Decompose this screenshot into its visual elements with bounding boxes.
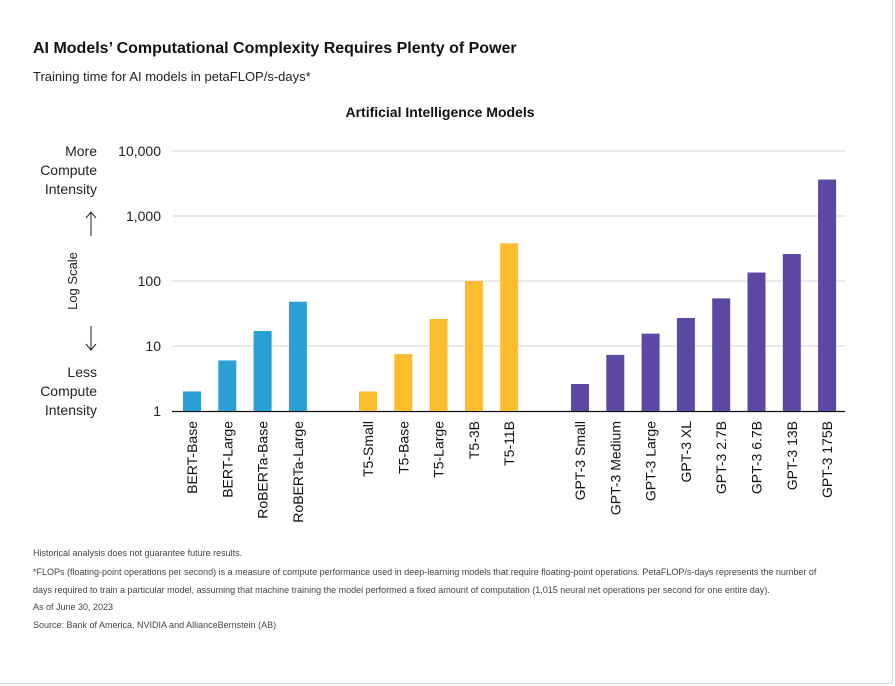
- bar: [464, 281, 483, 411]
- footnote-source: Source: Bank of America, NVIDIA and Alli…: [33, 620, 277, 630]
- bar: [747, 272, 766, 411]
- bar: [288, 301, 307, 411]
- x-tick-label: T5-11B: [501, 421, 517, 466]
- footnote-flops-line2: days required to train a particular mode…: [33, 585, 770, 595]
- x-tick-label: GPT-3 Small: [572, 421, 588, 500]
- y-annotation-less: Intensity: [45, 402, 97, 418]
- x-tick-label: GPT-3 XL: [678, 421, 694, 483]
- bar: [218, 360, 237, 411]
- x-tick-label: RoBERTa-Base: [255, 421, 271, 519]
- bar: [641, 333, 660, 411]
- x-tick-label: T5-Base: [395, 421, 411, 474]
- bar: [782, 254, 801, 411]
- y-tick-label: 1,000: [126, 208, 161, 224]
- bar: [818, 179, 837, 411]
- bar-chart: 1 10 100 1,000 10,000 More Compute Intensity Les…: [40, 143, 845, 523]
- figure-subtitle: Training time for AI models in petaFLOP/…: [33, 69, 311, 84]
- figure-title: AI Models’ Computational Complexity Requ…: [33, 40, 517, 57]
- x-tick-label: GPT-3 175B: [819, 421, 835, 498]
- y-tick-label: 100: [138, 273, 162, 289]
- x-tick-label: RoBERTa-Large: [290, 421, 306, 523]
- footnote-as-of: As of June 30, 2023: [33, 602, 114, 612]
- arrow-down-icon: [85, 343, 97, 351]
- bar: [606, 354, 625, 411]
- x-tick-label: GPT-3 13B: [784, 421, 800, 490]
- bar: [712, 298, 731, 411]
- footnote-disclaimer: Historical analysis does not guarantee f…: [33, 548, 243, 558]
- y-axis-label: Log Scale: [65, 252, 80, 310]
- y-annotation-more: Compute: [40, 162, 97, 178]
- bar: [253, 331, 272, 411]
- y-annotation-less: Compute: [40, 383, 97, 399]
- y-tick-label: 10,000: [118, 143, 161, 159]
- arrow-up-icon: [85, 211, 97, 219]
- footnote-flops-line1: *FLOPs (floating-point operations per se…: [33, 567, 817, 577]
- x-tick-label: GPT-3 Medium: [607, 421, 623, 515]
- x-tick-label: GPT-3 2.7B: [713, 421, 729, 494]
- y-annotation-less: Less: [67, 364, 97, 380]
- x-tick-label: T5-Large: [431, 421, 447, 478]
- bar: [359, 391, 377, 411]
- x-tick-label: BERT-Base: [184, 421, 200, 494]
- x-tick-label: BERT-Large: [219, 421, 235, 498]
- bar: [394, 354, 413, 411]
- y-tick-label: 1: [153, 403, 161, 419]
- x-tick-label: GPT-3 6.7B: [749, 421, 765, 494]
- bar: [429, 319, 448, 411]
- y-annotation-more: Intensity: [45, 181, 97, 197]
- x-tick-label: T5-3B: [466, 421, 482, 459]
- y-tick-label: 10: [145, 338, 161, 354]
- y-annotation-more: More: [65, 143, 97, 159]
- bar: [571, 384, 589, 411]
- bar: [676, 317, 695, 411]
- x-tick-label: GPT-3 Large: [643, 421, 659, 501]
- bar: [183, 391, 201, 411]
- bar: [500, 243, 519, 411]
- chart-title: Artificial Intelligence Models: [345, 104, 535, 120]
- x-tick-label: T5-Small: [360, 421, 376, 477]
